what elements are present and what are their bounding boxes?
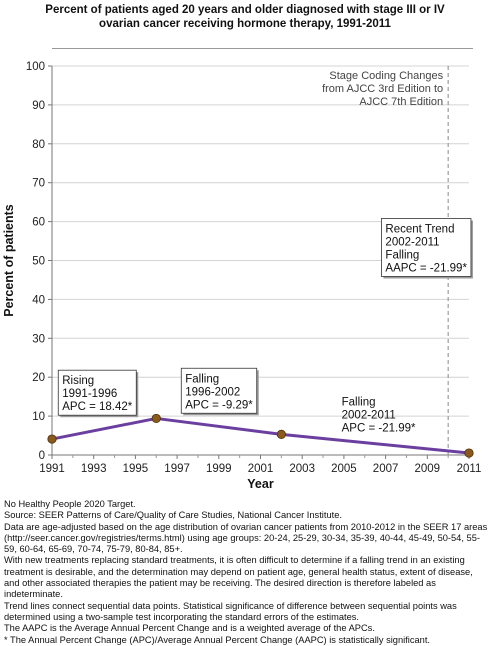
- annotation-box: [381, 218, 472, 277]
- annotation-text: 1991-1996: [62, 388, 117, 400]
- y-tick-label: 60: [32, 217, 45, 229]
- annotation-text: Recent Trend: [385, 223, 454, 235]
- footnote: Trend lines connect sequential data poin…: [4, 600, 457, 622]
- annotation-text: APC = -21.99*: [342, 423, 416, 435]
- annotation-text: 1996-2002: [185, 386, 240, 398]
- y-tick-label: 10: [32, 411, 45, 423]
- data-point: [151, 413, 161, 424]
- x-tick-label: 2007: [373, 463, 399, 475]
- annotation-text: APC = -9.29*: [185, 399, 253, 411]
- footnotes: No Healthy People 2020 Target. Source: S…: [4, 499, 488, 646]
- annotation-text: 2002-2011: [385, 236, 439, 248]
- y-tick-label: 80: [32, 139, 45, 151]
- title-divider: [52, 48, 473, 49]
- x-tick-label: 2011: [457, 463, 482, 475]
- y-tick-label: 90: [32, 100, 45, 112]
- footnote: No Healthy People 2020 Target.: [4, 499, 136, 509]
- y-tick-label: 70: [32, 178, 45, 190]
- footnote: The AAPC is the Average Annual Percent C…: [4, 623, 375, 634]
- x-tick-label: 2005: [331, 463, 357, 475]
- y-axis-title: Percent of patients: [2, 204, 16, 317]
- footnote: With new treatments replacing standard t…: [4, 555, 473, 600]
- annotation-text: Falling: [185, 373, 219, 385]
- annotation-box: [57, 369, 137, 416]
- footnote: Source: SEER Patterns of Care/Quality of…: [4, 510, 342, 521]
- annotation-text: AAPC = -21.99*: [385, 262, 467, 274]
- x-tick-label: 2001: [248, 463, 274, 475]
- y-tick-label: 50: [32, 256, 45, 268]
- footnote: * The Annual Percent Change (APC)/Averag…: [4, 634, 430, 645]
- annotation-text: 2002-2011: [342, 410, 396, 422]
- x-tick-label: 1995: [123, 463, 149, 475]
- annotation-text: APC = 18.42*: [62, 401, 133, 413]
- x-tick-label: 1997: [164, 463, 190, 475]
- annotation-text: Rising: [62, 375, 94, 387]
- y-tick-label: 40: [32, 294, 45, 306]
- stage-change-label: Stage Coding Changes: [329, 70, 443, 82]
- x-tick-label: 1991: [39, 463, 65, 475]
- annotation-text: Falling: [342, 397, 376, 409]
- line-chart: 0 10 20 30 40 50 60 70 80 90 100 1991 1993 1995 1997 19…: [2, 61, 482, 491]
- series-line: [51, 416, 470, 455]
- chart-title: Percent of patients aged 20 years and ol…: [45, 4, 445, 30]
- x-tick-label: 2003: [289, 463, 315, 475]
- annotation-box: [180, 367, 258, 414]
- y-tick-label: 30: [32, 333, 45, 345]
- x-tick-label: 1999: [206, 463, 232, 475]
- annotation-text: Falling: [385, 249, 419, 261]
- data-point: [464, 448, 474, 458]
- y-tick-label: 100: [26, 61, 45, 73]
- x-axis-title: Year: [247, 477, 274, 491]
- stage-change-label: from AJCC 3rd Edition to: [322, 83, 443, 95]
- y-tick-label: 0: [39, 450, 45, 462]
- x-tick-label: 1993: [81, 463, 107, 475]
- footnote: Data are age-adjusted based on the age d…: [4, 521, 488, 555]
- x-tick-label: 2009: [415, 463, 441, 475]
- stage-change-label: AJCC 7th Edition: [359, 96, 443, 108]
- y-tick-label: 20: [32, 372, 45, 384]
- data-point: [47, 434, 57, 444]
- data-point: [276, 429, 286, 439]
